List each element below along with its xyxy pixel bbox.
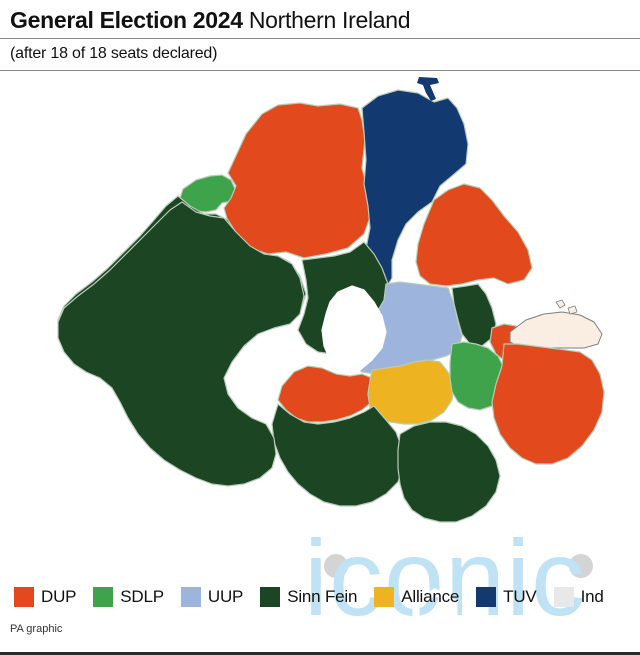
- region-lough-neagh: [321, 285, 387, 375]
- legend-swatch-uup: [180, 587, 201, 607]
- subheader: (after 18 of 18 seats declared): [0, 39, 640, 71]
- region-east-antrim[interactable]: [415, 183, 533, 287]
- region-north-down[interactable]: [509, 311, 603, 349]
- legend-label-sinn-fein: Sinn Fein: [287, 587, 358, 606]
- legend-swatch-sdlp: [93, 587, 114, 607]
- region-east-londonderry[interactable]: [223, 102, 373, 259]
- legend-label-uup: UUP: [207, 587, 244, 606]
- legend-label-dup: DUP: [41, 587, 77, 606]
- legend-swatch-sinn-fein: [260, 587, 281, 607]
- legend-item-sdlp[interactable]: SDLP: [93, 587, 164, 607]
- region-fermanagh-south-tyrone[interactable]: [57, 201, 305, 487]
- page-title-light: Northern Ireland: [242, 7, 411, 33]
- legend-label-tuv: TUV: [503, 587, 537, 606]
- header: General Election 2024 Northern Ireland: [0, 0, 640, 39]
- region-strangford[interactable]: [491, 343, 605, 465]
- legend-label-sdlp: SDLP: [120, 587, 164, 606]
- region-north-down-islets: [555, 299, 578, 315]
- page-title: General Election 2024 Northern Ireland: [10, 6, 630, 34]
- credit-container: PA graphic: [0, 622, 640, 636]
- legend-item-alliance[interactable]: Alliance: [374, 587, 459, 607]
- page-title-bold: General Election 2024: [10, 7, 243, 33]
- legend-label-ind: Ind: [580, 587, 604, 606]
- legend-label-alliance: Alliance: [401, 587, 460, 606]
- legend-swatch-tuv: [476, 587, 497, 607]
- legend-item-uup[interactable]: UUP: [180, 587, 244, 607]
- subheader-text: (after 18 of 18 seats declared): [10, 45, 218, 62]
- map-container: [0, 72, 640, 580]
- legend-item-ind[interactable]: Ind: [553, 587, 604, 607]
- legend-swatch-ind: [553, 587, 574, 607]
- legend: DUP SDLP UUP Sinn Fein Alliance TUV Ind: [0, 580, 640, 614]
- northern-ireland-map: [57, 77, 605, 523]
- region-south-down[interactable]: [397, 421, 501, 523]
- legend-item-tuv[interactable]: TUV: [476, 587, 537, 607]
- region-newry-and-armagh[interactable]: [271, 403, 405, 507]
- region-rathlin-island[interactable]: [417, 77, 439, 101]
- region-north-antrim[interactable]: [361, 89, 469, 289]
- legend-swatch-alliance: [374, 587, 395, 607]
- legend-swatch-dup: [14, 587, 34, 607]
- legend-item-sinn-fein[interactable]: Sinn Fein: [260, 587, 357, 607]
- legend-item-dup[interactable]: DUP: [14, 587, 76, 607]
- credit-text: PA graphic: [10, 623, 63, 635]
